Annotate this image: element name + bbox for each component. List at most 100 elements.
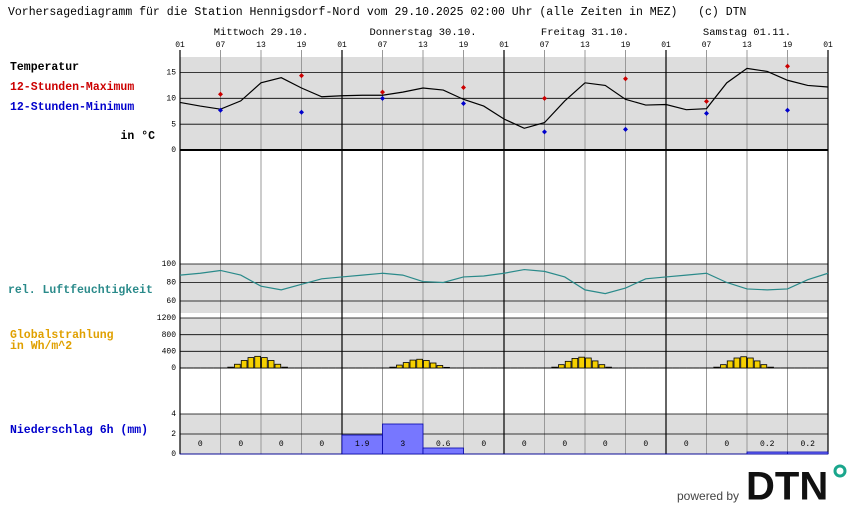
- panel-title: Niederschlag 6h (mm): [10, 424, 148, 437]
- hour-label: 01: [499, 41, 509, 50]
- bar: [578, 356, 585, 369]
- point-marker: [380, 95, 385, 101]
- hour-label: 07: [216, 41, 226, 50]
- y-tick-label: 0: [171, 450, 176, 459]
- y-tick-label: 10: [166, 94, 176, 103]
- y-tick-label: 100: [162, 260, 177, 269]
- y-tick-label: 2: [171, 430, 176, 439]
- y-tick-label: 0: [171, 146, 176, 155]
- value-label: 0.6: [436, 440, 451, 449]
- bar: [416, 358, 423, 369]
- bar: [423, 360, 430, 369]
- value-label: 0: [279, 440, 284, 449]
- hour-label: 19: [459, 41, 469, 50]
- bar: [598, 364, 606, 369]
- panel-title: Globalstrahlung: [10, 329, 114, 342]
- value-label: 0: [198, 440, 203, 449]
- value-label: 0: [724, 440, 729, 449]
- bar: [746, 451, 788, 455]
- y-tick-label: 5: [171, 120, 176, 129]
- bar: [585, 357, 592, 369]
- point-marker: [542, 129, 547, 135]
- hour-label: 01: [337, 41, 347, 50]
- bar: [240, 360, 248, 369]
- value-label: 0: [522, 440, 527, 449]
- point-marker: [785, 107, 790, 113]
- point-marker: [299, 73, 304, 79]
- bar: [747, 357, 754, 369]
- bar: [227, 366, 234, 369]
- bar: [787, 451, 829, 455]
- bar: [767, 366, 774, 369]
- bar: [267, 360, 275, 369]
- point-marker: [380, 89, 385, 95]
- powered-by: powered by: [677, 489, 739, 503]
- value-label: 0: [643, 440, 648, 449]
- value-label: 0: [562, 440, 567, 449]
- bar: [254, 355, 261, 369]
- point-marker: [461, 101, 466, 106]
- value-label: 0: [319, 440, 324, 449]
- value-label: 0: [481, 440, 486, 449]
- bar: [760, 364, 768, 369]
- point-marker: [704, 110, 709, 116]
- hour-label: 13: [256, 41, 266, 50]
- point-marker: [218, 91, 223, 97]
- bar: [247, 357, 255, 369]
- hour-label: 07: [540, 41, 550, 50]
- y-tick-label: 800: [162, 331, 177, 340]
- y-tick-label: 1200: [157, 314, 176, 323]
- bar: [720, 364, 727, 369]
- hour-label: 01: [823, 41, 833, 50]
- hour-label: 01: [175, 41, 185, 50]
- hour-label: 19: [297, 41, 307, 50]
- y-tick-label: 80: [166, 279, 176, 288]
- value-label: 1.9: [355, 440, 370, 449]
- title: Vorhersagediagramm für die Station Henni…: [8, 6, 746, 19]
- hour-label: 13: [418, 41, 428, 50]
- y-tick-label: 0: [171, 364, 176, 373]
- y-tick-label: 60: [166, 297, 176, 306]
- bar: [558, 364, 565, 369]
- brand-logo: DTN: [746, 465, 828, 509]
- point-marker: [785, 63, 790, 69]
- y-tick-label: 15: [166, 69, 176, 78]
- bar: [733, 357, 741, 369]
- bar: [551, 366, 558, 369]
- point-marker: [299, 109, 304, 115]
- day-label: Donnerstag 30.10.: [369, 27, 476, 39]
- bar: [753, 360, 761, 369]
- point-marker: [704, 98, 709, 104]
- panel-title: in Wh/m^2: [10, 340, 72, 353]
- bar: [281, 366, 288, 369]
- hour-label: 13: [742, 41, 752, 50]
- point-marker: [218, 107, 223, 113]
- hour-label: 13: [580, 41, 590, 50]
- bar: [396, 364, 403, 369]
- hour-label: 01: [661, 41, 671, 50]
- bar: [389, 366, 396, 369]
- legend-label: rel. Luftfeuchtigkeit: [8, 284, 153, 297]
- bar: [409, 359, 417, 369]
- bar: [429, 362, 437, 369]
- bar: [234, 363, 241, 369]
- bar: [591, 360, 599, 369]
- day-label: Freitag 31.10.: [541, 27, 629, 39]
- day-label: Samstag 01.11.: [703, 27, 791, 39]
- bar: [713, 366, 720, 369]
- bar: [605, 366, 612, 369]
- bar: [443, 366, 450, 369]
- point-marker: [623, 76, 628, 82]
- bar: [274, 363, 282, 369]
- bar: [436, 365, 444, 369]
- hour-label: 19: [621, 41, 631, 50]
- value-label: 0: [684, 440, 689, 449]
- value-label: 0: [603, 440, 608, 449]
- bar: [402, 362, 410, 369]
- value-label: 0.2: [760, 440, 775, 449]
- bar: [382, 423, 424, 455]
- bar: [726, 360, 734, 369]
- legend-label: Temperatur: [10, 61, 79, 74]
- y-tick-label: 4: [171, 410, 176, 419]
